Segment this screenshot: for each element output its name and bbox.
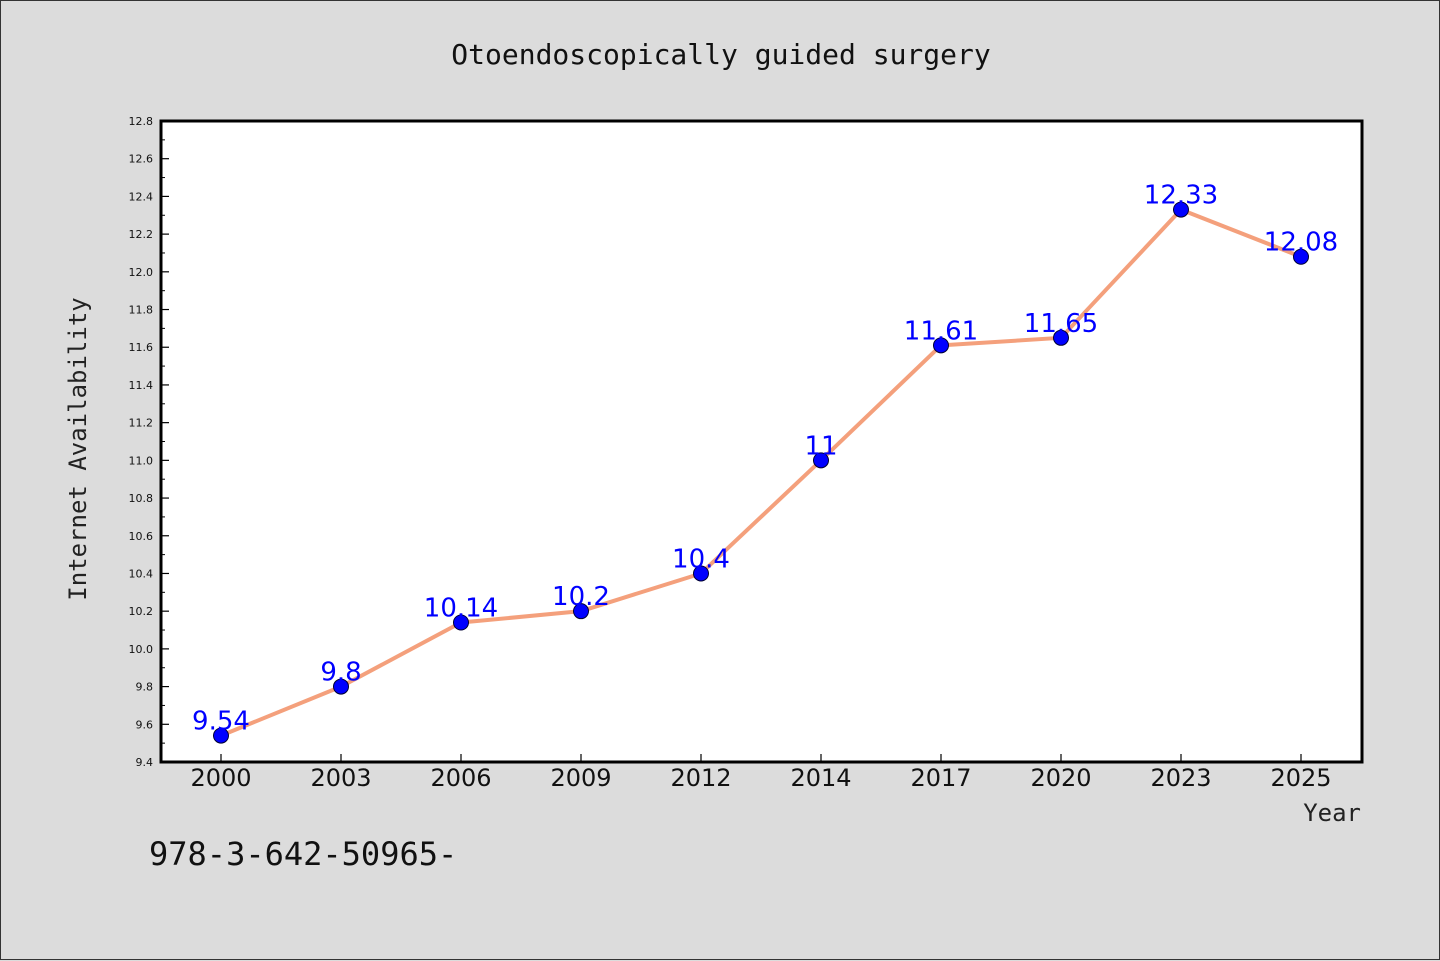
- data-point-marker: [1053, 329, 1069, 346]
- y-axis-label: Internet Availability: [64, 297, 92, 600]
- y-tick-label: 10.8: [129, 492, 154, 505]
- data-point-marker: [333, 678, 349, 695]
- y-tick-label: 11.0: [129, 454, 154, 467]
- x-tick-label: 2003: [310, 764, 371, 792]
- x-tick-label: 2023: [1150, 764, 1211, 792]
- x-tick-label: 2000: [190, 764, 251, 792]
- data-point-marker: [693, 565, 709, 582]
- data-point-marker: [1293, 248, 1309, 265]
- data-point-label: 9.8: [320, 658, 361, 688]
- y-tick-label: 12.8: [129, 115, 154, 128]
- series-line: [219, 207, 1303, 738]
- y-tick-label: 9.8: [136, 681, 154, 694]
- x-tick-label: 2009: [550, 764, 611, 792]
- data-point-label: 11: [804, 431, 837, 461]
- data-point-label: 11.65: [1024, 309, 1098, 339]
- chart-title: Otoendoscopically guided surgery: [451, 38, 990, 71]
- x-tick-label: 2017: [910, 764, 971, 792]
- x-axis-ticks: 2000 2003 2006 2009 2012 2014 2017 2020 2023 2025: [190, 754, 1332, 792]
- data-point-label: 12.08: [1264, 228, 1338, 258]
- data-point-label: 10.2: [552, 582, 610, 612]
- data-point-marker: [573, 603, 589, 620]
- y-tick-label: 10.4: [129, 567, 154, 580]
- y-tick-label: 9.6: [136, 718, 154, 731]
- data-markers: [213, 201, 1309, 744]
- data-point-label: 9.54: [192, 707, 250, 737]
- y-tick-label: 10.2: [129, 605, 154, 618]
- x-tick-label: 2025: [1270, 764, 1331, 792]
- data-point-marker: [453, 614, 469, 631]
- y-tick-label: 11.6: [129, 341, 154, 354]
- data-point-marker: [1173, 201, 1189, 218]
- y-tick-label: 12.0: [129, 266, 154, 279]
- y-tick-label: 12.2: [129, 228, 154, 241]
- x-tick-label: 2012: [670, 764, 731, 792]
- x-tick-label: 2006: [430, 764, 491, 792]
- x-tick-label: 2014: [790, 764, 851, 792]
- y-tick-label: 12.6: [129, 153, 154, 166]
- y-tick-label: 10.6: [129, 530, 154, 543]
- data-point-label: 11.61: [904, 316, 978, 346]
- y-tick-label: 11.2: [129, 417, 154, 430]
- y-tick-label: 10.0: [129, 643, 154, 656]
- data-point-marker: [213, 727, 229, 744]
- data-point-label: 12.33: [1144, 181, 1218, 211]
- data-point-marker: [813, 452, 829, 469]
- y-tick-label: 11.4: [129, 379, 154, 392]
- x-tick-label: 2020: [1030, 764, 1091, 792]
- data-point-label: 10.4: [672, 544, 730, 574]
- data-point-marker: [933, 337, 949, 354]
- y-tick-label: 12.4: [129, 190, 154, 203]
- x-axis-label: Year: [1303, 799, 1361, 827]
- y-axis-ticks: 9.4 9.6 9.8 10.0 10.2 10.4 10.6 10.8 11.0 11.2 11.…: [129, 115, 169, 769]
- y-tick-label: 11.8: [129, 304, 154, 317]
- isbn-caption: 978-3-642-50965-: [149, 835, 457, 873]
- data-labels: 9.54 9.8 10.14 10.2 10.4 11 11.61 11.65 12.33 12.…: [192, 181, 1338, 737]
- y-tick-label: 9.4: [136, 756, 154, 769]
- data-point-label: 10.14: [424, 593, 498, 623]
